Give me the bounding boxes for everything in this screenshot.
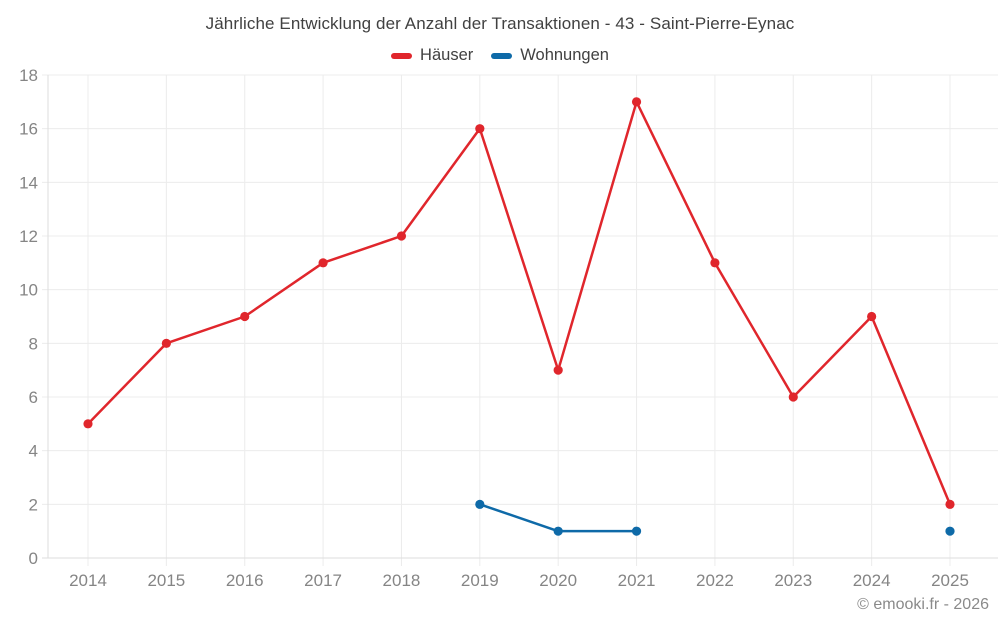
data-point-hauser-2014 (83, 419, 93, 429)
data-point-hauser-2017 (318, 258, 328, 268)
x-tick-label-2025: 2025 (931, 571, 969, 590)
y-tick-label-8: 8 (29, 334, 38, 353)
y-tick-label-16: 16 (19, 120, 38, 139)
y-tick-label-10: 10 (19, 281, 38, 300)
y-tick-label-18: 18 (19, 66, 38, 85)
x-tick-label-2015: 2015 (147, 571, 185, 590)
legend-item-haeuser[interactable]: Häuser (391, 46, 473, 65)
legend-label-wohnungen: Wohnungen (520, 46, 609, 64)
data-point-hauser-2019 (475, 124, 485, 134)
data-point-hauser-2024 (867, 311, 877, 322)
legend-marker-wohnungen (491, 52, 513, 59)
chart-legend: Häuser Wohnungen (0, 46, 1000, 65)
y-tick-label-2: 2 (29, 495, 38, 514)
data-point-wohnungen-2019 (475, 499, 485, 509)
data-point-hauser-2015 (161, 338, 171, 348)
y-tick-label-12: 12 (19, 227, 38, 246)
y-tick-label-4: 4 (29, 442, 38, 461)
data-point-hauser-2018 (396, 231, 407, 241)
data-point-hauser-2025 (945, 499, 955, 509)
x-tick-label-2024: 2024 (853, 571, 891, 590)
x-tick-label-2019: 2019 (461, 571, 499, 590)
y-tick-label-6: 6 (29, 388, 38, 407)
x-tick-label-2023: 2023 (774, 571, 812, 590)
data-point-hauser-2020 (553, 365, 563, 375)
chart-title: Jährliche Entwicklung der Anzahl der Tra… (205, 14, 795, 33)
data-point-hauser-2016 (240, 311, 250, 322)
data-point-hauser-2021 (631, 97, 642, 107)
x-tick-label-2022: 2022 (696, 571, 734, 590)
copyright-text: © emooki.fr - 2026 (857, 596, 989, 613)
y-tick-label-14: 14 (19, 173, 38, 192)
x-tick-label-2016: 2016 (226, 571, 264, 590)
data-point-hauser-2022 (710, 258, 720, 268)
x-tick-label-2018: 2018 (383, 571, 421, 590)
data-point-wohnungen-2021 (631, 526, 642, 536)
data-point-hauser-2023 (788, 392, 798, 402)
x-tick-label-2014: 2014 (69, 571, 107, 590)
series-line-hauser (86, 100, 952, 506)
data-point-wohnungen-2020 (553, 526, 563, 536)
x-tick-label-2020: 2020 (539, 571, 577, 590)
legend-marker-haeuser (391, 52, 413, 59)
legend-label-haeuser: Häuser (420, 46, 474, 64)
x-tick-label-2021: 2021 (618, 571, 656, 590)
data-point-wohnungen-2025 (945, 526, 955, 536)
legend-item-wohnungen[interactable]: Wohnungen (491, 46, 609, 65)
y-tick-label-0: 0 (29, 549, 38, 568)
x-tick-label-2017: 2017 (304, 571, 342, 590)
